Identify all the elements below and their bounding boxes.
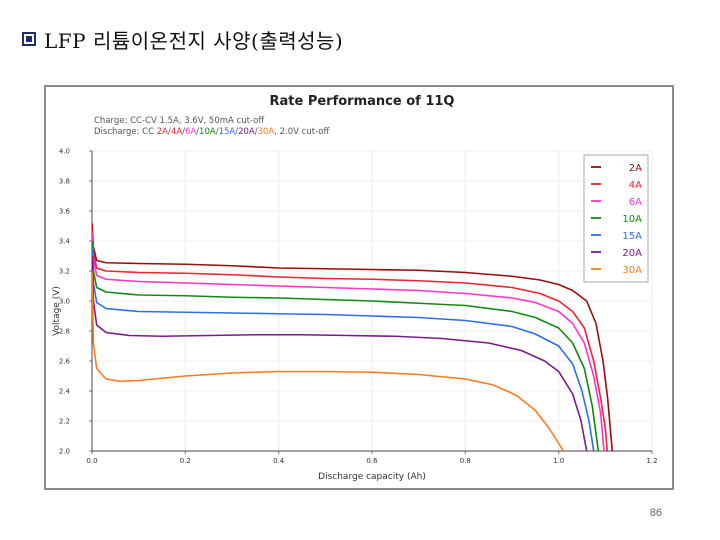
y-tick-label: 2.0: [59, 448, 70, 456]
chart-subtitle-segment: 30A: [258, 127, 275, 137]
chart-subtitle-segment: /: [182, 127, 185, 137]
series-line-15A: [92, 248, 595, 451]
series-line-2A: [92, 222, 614, 451]
y-tick-label: 2.4: [59, 388, 71, 396]
y-axis-label: Voltage (V): [52, 286, 62, 336]
x-tick-label: 1.0: [553, 457, 564, 465]
x-tick-label: 1.2: [646, 457, 657, 465]
x-tick-label: 0.4: [273, 457, 285, 465]
y-tick-label: 3.0: [59, 298, 70, 306]
chart-subtitle-segment: 10A: [199, 127, 216, 137]
chart-subtitle-segment: /: [216, 127, 219, 137]
chart-subtitle-segment: , 2.0V cut-off: [274, 127, 330, 137]
legend-label-6A: 6A: [629, 197, 642, 208]
y-tick-label: 3.6: [59, 208, 71, 216]
series-line-20A: [92, 255, 588, 451]
slide-title: LFP 리튬이온전지 사양(출력성능): [22, 24, 343, 54]
legend-label-20A: 20A: [622, 248, 642, 259]
slide-title-text: LFP 리튬이온전지 사양(출력성능): [44, 28, 344, 53]
y-tick-label: 2.2: [59, 418, 70, 426]
chart-subtitle-segment: /: [235, 127, 238, 137]
chart-subtitle-segment: 2A: [157, 127, 168, 137]
chart-subtitle-segment: 4A: [171, 127, 182, 137]
x-tick-label: 0.8: [460, 457, 471, 465]
chart-subtitle-segment: Charge: CC-CV 1.5A, 3.6V, 50mA cut-off: [94, 116, 265, 126]
chart-subtitle-segment: 6A: [185, 127, 196, 137]
y-tick-label: 3.4: [59, 238, 71, 246]
chart-title: Rate Performance of 11Q: [270, 94, 455, 109]
page-number: 86: [649, 507, 662, 519]
chart-subtitle-line: Charge: CC-CV 1.5A, 3.6V, 50mA cut-off: [94, 116, 265, 126]
x-tick-label: 0.0: [86, 457, 97, 465]
y-tick-label: 2.6: [59, 358, 71, 366]
chart-subtitle-segment: /: [255, 127, 258, 137]
rate-performance-chart: 2.0 2.2 2.4 2.6 2.8 3.0 3.2 3.4 3.6 3.8 4.0 0.0 0.2 0…: [52, 94, 658, 482]
series-line-30A: [92, 270, 565, 451]
legend-label-2A: 2A: [629, 163, 642, 174]
y-tick-label: 2.8: [59, 328, 70, 336]
hollow-square-bullet-icon: [22, 32, 36, 46]
x-axis-label: Discharge capacity (Ah): [318, 472, 426, 482]
series-line-10A: [92, 240, 600, 451]
chart-subtitle-line: Discharge: CC 2A/4A/6A/10A/15A/20A/30A, …: [94, 127, 330, 137]
y-tick-label: 3.8: [59, 178, 70, 186]
chart-subtitle-segment: Discharge: CC: [94, 127, 157, 137]
x-tick-label: 0.6: [366, 457, 378, 465]
x-tick-label: 0.2: [180, 457, 191, 465]
chart-figure: 2.0 2.2 2.4 2.6 2.8 3.0 3.2 3.4 3.6 3.8 4.0 0.0 0.2 0…: [44, 85, 674, 490]
chart-subtitle-segment: /: [196, 127, 199, 137]
legend-label-30A: 30A: [622, 265, 642, 276]
y-tick-label: 3.2: [59, 268, 70, 276]
legend-label-10A: 10A: [622, 214, 642, 225]
chart-subtitle-segment: /: [168, 127, 171, 137]
series-line-4A: [92, 228, 608, 451]
chart-subtitle-segment: 15A: [219, 127, 236, 137]
series-line-6A: [92, 233, 605, 451]
y-tick-label: 4.0: [59, 148, 70, 156]
legend-label-4A: 4A: [629, 180, 642, 191]
legend-label-15A: 15A: [622, 231, 642, 242]
chart-subtitle-segment: 20A: [238, 127, 255, 137]
